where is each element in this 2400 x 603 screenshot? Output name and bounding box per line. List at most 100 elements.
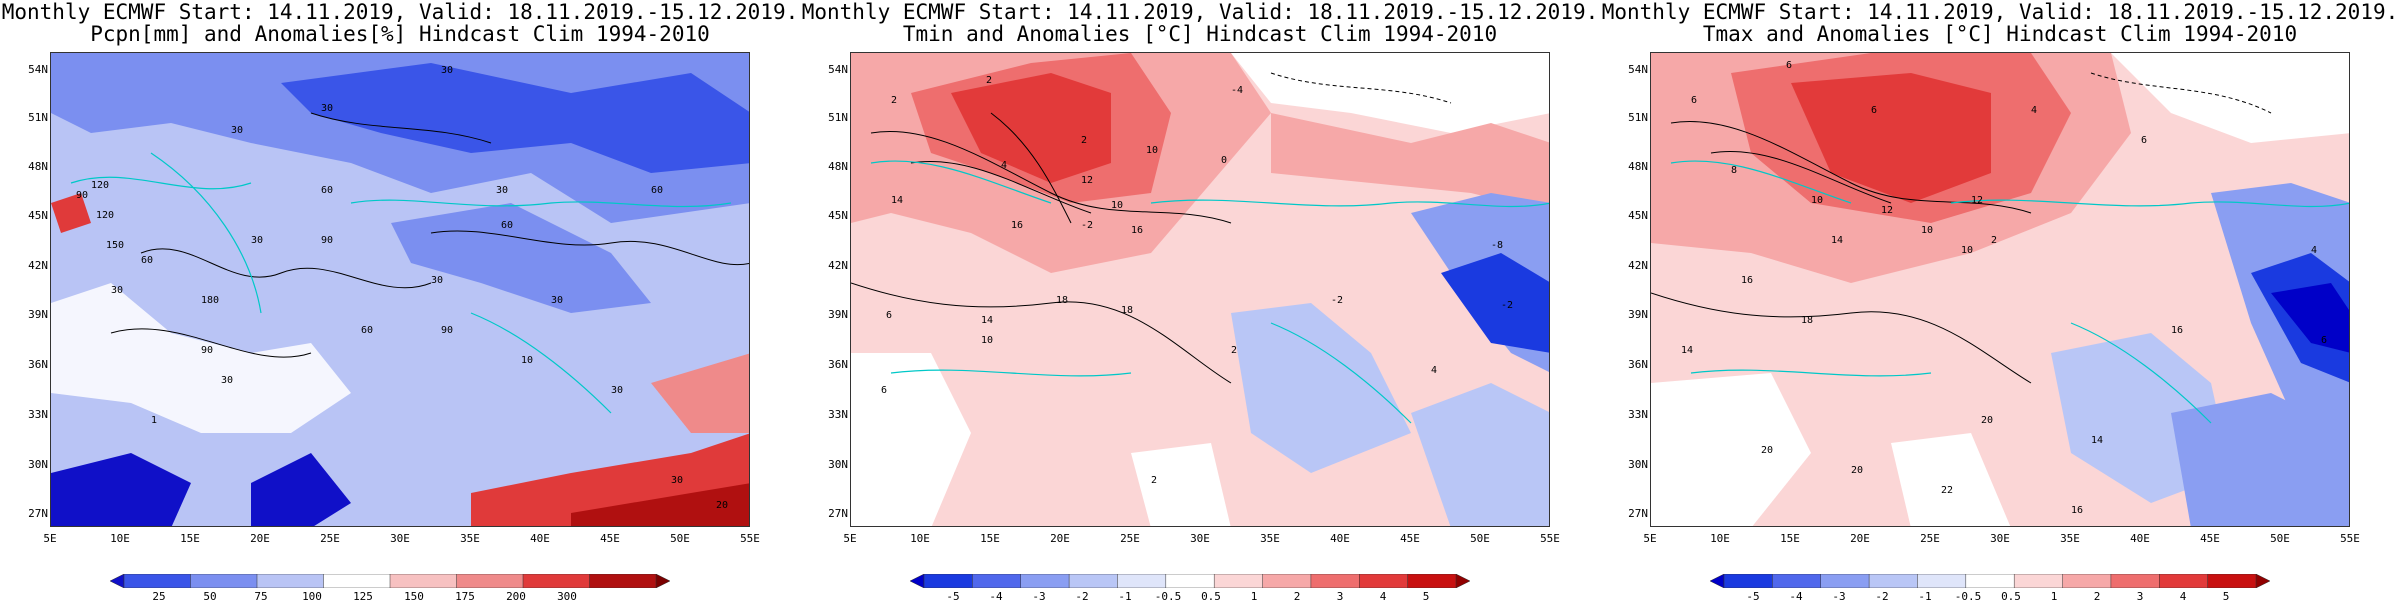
lon-label: 50E [2270,532,2290,545]
colorbar-label: 100 [302,590,322,603]
colorbar-swatch [1820,574,1870,588]
colorbar [110,574,670,588]
lon-label: 45E [1400,532,1420,545]
svg-text:30: 30 [321,103,333,114]
svg-text:2: 2 [891,95,897,106]
colorbar-label: 1 [1250,590,1258,603]
svg-text:-2: -2 [1081,220,1093,231]
colorbar-swatch [1213,574,1264,588]
svg-text:6: 6 [886,310,892,321]
svg-text:4: 4 [2311,245,2317,256]
colorbar-swatch [1965,574,2015,588]
lon-label: 30E [1190,532,1210,545]
svg-text:30: 30 [251,235,263,246]
lon-label: 30E [1990,532,2010,545]
panel-title-line2: Tmin and Anomalies [°C] Hindcast Clim 19… [902,22,1498,46]
svg-text:6: 6 [1871,105,1877,116]
svg-text:30: 30 [221,375,233,386]
lat-label: 45N [1628,209,1648,222]
colorbar-label: 4 [1379,590,1387,603]
lat-label: 51N [1628,111,1648,124]
colorbar-swatch [1917,574,1967,588]
lat-label: 42N [1628,259,1648,272]
panel-title-line1: Monthly ECMWF Start: 14.11.2019, Valid: … [1,0,799,24]
colorbar-label: 5 [2222,590,2230,603]
colorbar-swatch [190,574,258,588]
svg-text:4: 4 [1431,365,1437,376]
lon-label: 25E [1120,532,1140,545]
colorbar-label: -1 [1118,590,1132,603]
panel-tmax: Monthly ECMWF Start: 14.11.2019, Valid: … [1600,0,2400,603]
lon-label: 40E [1330,532,1350,545]
svg-text:6: 6 [2321,335,2327,346]
svg-text:8: 8 [1731,165,1737,176]
colorbar-swatch [1020,574,1070,588]
colorbar-label: 125 [353,590,373,603]
svg-text:6: 6 [2141,135,2147,146]
svg-text:4: 4 [1001,160,1007,171]
colorbar-swatch [589,574,657,588]
colorbar-label: 25 [152,590,166,603]
colorbar-swatches [910,574,1470,588]
svg-text:20: 20 [716,500,728,511]
colorbar-swatch [2159,574,2209,588]
svg-text:30: 30 [231,125,243,136]
lat-label: 33N [1628,408,1648,421]
colorbar-label: -4 [1789,590,1803,603]
lon-label: 15E [180,532,200,545]
lon-label: 30E [390,532,410,545]
colorbar-label: 150 [404,590,424,603]
lon-label: 45E [2200,532,2220,545]
lon-label: 15E [1780,532,1800,545]
svg-text:30: 30 [431,275,443,286]
colorbar-swatch [1262,574,1312,588]
svg-text:30: 30 [671,475,683,486]
svg-text:14: 14 [1681,345,1693,356]
lon-label: 35E [2060,532,2080,545]
lon-label: 50E [670,532,690,545]
colorbar-label: -2 [1875,590,1889,603]
colorbar-swatch [1710,574,1725,588]
lat-label: 33N [828,408,848,421]
svg-text:20: 20 [1761,445,1773,456]
svg-text:10: 10 [1961,245,1973,256]
svg-text:14: 14 [2091,435,2103,446]
colorbar-label: 300 [557,590,577,603]
svg-text:16: 16 [2171,325,2183,336]
colorbar-label: -5 [1746,590,1760,603]
lat-label: 39N [1628,308,1648,321]
colorbar-label: -0.5 [1954,590,1982,603]
colorbar-label: 1 [2050,590,2058,603]
svg-text:90: 90 [441,325,453,336]
lat-label: 48N [828,160,848,173]
svg-text:150: 150 [106,240,124,251]
lat-label: 36N [828,358,848,371]
colorbar-swatch [1310,574,1361,588]
svg-text:6: 6 [881,385,887,396]
svg-text:10: 10 [521,355,533,366]
colorbar-label: -4 [989,590,1003,603]
colorbar-label: 4 [2179,590,2187,603]
lat-label: 48N [28,160,48,173]
svg-text:14: 14 [1831,235,1843,246]
lat-label: 27N [1628,507,1648,520]
colorbar-swatch [323,574,391,588]
colorbar-swatch [1359,574,1409,588]
panel-tmin: Monthly ECMWF Start: 14.11.2019, Valid: … [800,0,1600,603]
colorbar-swatch [655,574,670,588]
lon-label: 35E [1260,532,1280,545]
colorbar-swatch [1407,574,1457,588]
colorbar-swatch [2013,574,2064,588]
lat-label: 30N [828,458,848,471]
colorbar-label: -1 [1918,590,1932,603]
lat-label: 39N [828,308,848,321]
lon-label: 45E [600,532,620,545]
colorbar-swatch [123,574,192,588]
svg-text:2: 2 [1151,475,1157,486]
svg-text:10: 10 [1811,195,1823,206]
colorbar-swatch [1455,574,1470,588]
colorbar-label: -0.5 [1154,590,1182,603]
colorbar-swatch [1117,574,1167,588]
svg-text:10: 10 [1146,145,1158,156]
svg-text:-2: -2 [1331,295,1343,306]
